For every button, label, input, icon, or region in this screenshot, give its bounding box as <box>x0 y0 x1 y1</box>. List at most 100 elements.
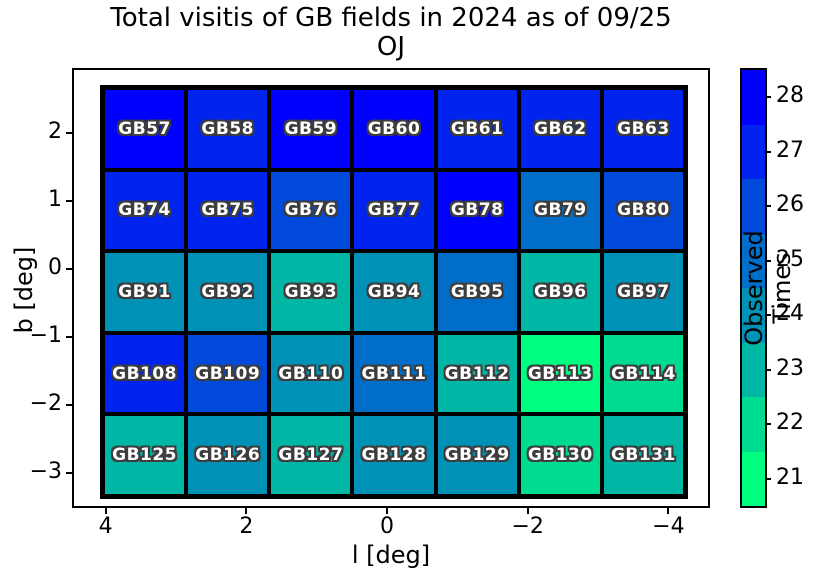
chart-title-line1: Total visitis of GB fields in 2024 as of… <box>110 3 672 33</box>
heatmap-cell-gb93: GB93 <box>269 251 353 333</box>
colorbar-tick-mark <box>765 368 771 371</box>
colorbar-segment-27 <box>742 124 765 179</box>
heatmap-cell-label: GB80 <box>617 200 670 221</box>
heatmap-cell-gb96: GB96 <box>518 251 602 333</box>
heatmap-cell-label: GB114 <box>610 363 676 384</box>
x-tick-label: 4 <box>98 514 113 539</box>
heatmap-cell-gb91: GB91 <box>103 251 187 333</box>
heatmap-cell-gb74: GB74 <box>103 169 187 252</box>
colorbar-tick-mark <box>765 423 771 426</box>
heatmap-cell-label: GB96 <box>533 281 587 302</box>
colorbar-tick-label: 28 <box>776 83 804 109</box>
colorbar-tick-label: 26 <box>776 192 804 218</box>
x-axis-label: l [deg] <box>351 541 431 569</box>
heatmap-cell-gb75: GB75 <box>186 169 270 252</box>
heatmap-cell-label: GB79 <box>533 200 587 221</box>
heatmap-cell-label: GB108 <box>112 363 178 384</box>
heatmap-cell-label: GB77 <box>367 200 421 221</box>
heatmap-cell-gb58: GB58 <box>186 88 270 170</box>
heatmap-cell-label: GB63 <box>617 118 670 139</box>
heatmap-cell-gb127: GB127 <box>269 414 353 496</box>
heatmap-cell-label: GB128 <box>361 445 427 466</box>
y-axis-label: b [deg] <box>10 246 38 334</box>
heatmap-cell-label: GB126 <box>195 445 261 466</box>
x-tick-mark <box>104 508 107 514</box>
x-tick-label: −4 <box>652 514 685 539</box>
colorbar-segment-24 <box>742 288 765 343</box>
x-tick-label: 0 <box>380 514 395 539</box>
colorbar-tick-mark <box>765 314 771 317</box>
heatmap-cell-gb79: GB79 <box>518 169 602 252</box>
heatmap-cell-gb111: GB111 <box>352 332 436 415</box>
heatmap-cell-gb95: GB95 <box>435 251 519 333</box>
heatmap-cell-label: GB112 <box>444 363 510 384</box>
heatmap-cell-gb77: GB77 <box>352 169 436 252</box>
colorbar-segment-25 <box>742 233 765 288</box>
heatmap-cell-gb78: GB78 <box>435 169 519 252</box>
heatmap-cell-label: GB59 <box>284 118 338 139</box>
heatmap-cell-label: GB92 <box>201 281 254 302</box>
heatmap-cell-label: GB94 <box>367 281 421 302</box>
heatmap-cell-gb108: GB108 <box>103 332 187 415</box>
colorbar-tick-mark <box>765 150 771 153</box>
heatmap-cell-label: GB127 <box>278 445 344 466</box>
y-tick-label: 2 <box>48 118 62 144</box>
y-tick-mark <box>66 335 72 338</box>
heatmap-cell-gb130: GB130 <box>518 414 602 496</box>
heatmap-grid: GB57 GB58 GB59 GB60 GB61 GB62 GB63 GB74 GB75 GB76… <box>100 85 688 499</box>
heatmap-cell-label: GB113 <box>527 363 593 384</box>
chart-title: Total visitis of GB fields in 2024 as of… <box>72 3 710 62</box>
x-tick-mark <box>667 508 670 514</box>
colorbar-tick-label: 22 <box>776 410 804 436</box>
heatmap-cell-gb114: GB114 <box>601 332 685 415</box>
colorbar-segment-28 <box>742 70 765 125</box>
y-tick-label: −3 <box>29 458 62 484</box>
y-tick-label: 1 <box>48 186 62 212</box>
heatmap-cell-label: GB131 <box>610 445 676 466</box>
colorbar-tick-mark <box>765 477 771 480</box>
x-tick-mark <box>245 508 248 514</box>
colorbar-tick-label: 24 <box>776 301 804 327</box>
heatmap-cell-label: GB74 <box>118 200 171 221</box>
heatmap-cell-gb63: GB63 <box>601 88 685 170</box>
heatmap-cell-gb128: GB128 <box>352 414 436 496</box>
y-tick-label: −2 <box>29 390 62 416</box>
heatmap-cell-label: GB58 <box>201 118 254 139</box>
heatmap-cell-gb131: GB131 <box>601 414 685 496</box>
heatmap-cell-label: GB57 <box>118 118 171 139</box>
heatmap-cell-gb94: GB94 <box>352 251 436 333</box>
heatmap-cell-label: GB75 <box>201 200 254 221</box>
heatmap-cell-gb59: GB59 <box>269 88 353 170</box>
colorbar <box>740 68 767 508</box>
plot-area: GB57 GB58 GB59 GB60 GB61 GB62 GB63 GB74 GB75 GB76… <box>30 68 710 539</box>
heatmap-cell-label: GB62 <box>533 118 587 139</box>
heatmap-cell-gb112: GB112 <box>435 332 519 415</box>
heatmap-cell-gb62: GB62 <box>518 88 602 170</box>
y-tick-label: 0 <box>48 254 62 280</box>
colorbar-tick-label: 27 <box>776 137 804 163</box>
y-tick-mark <box>66 403 72 406</box>
heatmap-cell-gb125: GB125 <box>103 414 187 496</box>
colorbar-tick-label: 21 <box>776 464 804 490</box>
colorbar-segment-23 <box>742 342 765 397</box>
x-tick-mark <box>526 508 529 514</box>
heatmap-cell-gb126: GB126 <box>186 414 270 496</box>
heatmap-cell-gb92: GB92 <box>186 251 270 333</box>
y-tick-mark <box>66 199 72 202</box>
heatmap-cell-gb113: GB113 <box>518 332 602 415</box>
heatmap-cell-label: GB129 <box>444 445 510 466</box>
colorbar-tick-label: 25 <box>776 246 804 272</box>
heatmap-cell-label: GB109 <box>195 363 261 384</box>
heatmap-cell-gb97: GB97 <box>601 251 685 333</box>
heatmap-cell-label: GB93 <box>284 281 338 302</box>
colorbar-tick-mark <box>765 205 771 208</box>
x-tick-mark <box>386 508 389 514</box>
x-tick-label: 2 <box>239 514 254 539</box>
y-tick-mark <box>66 267 72 270</box>
heatmap-cell-gb110: GB110 <box>269 332 353 415</box>
heatmap-cell-gb76: GB76 <box>269 169 353 252</box>
colorbar-segment-21 <box>742 451 765 506</box>
heatmap-cell-gb60: GB60 <box>352 88 436 170</box>
heatmap-cell-label: GB76 <box>284 200 338 221</box>
